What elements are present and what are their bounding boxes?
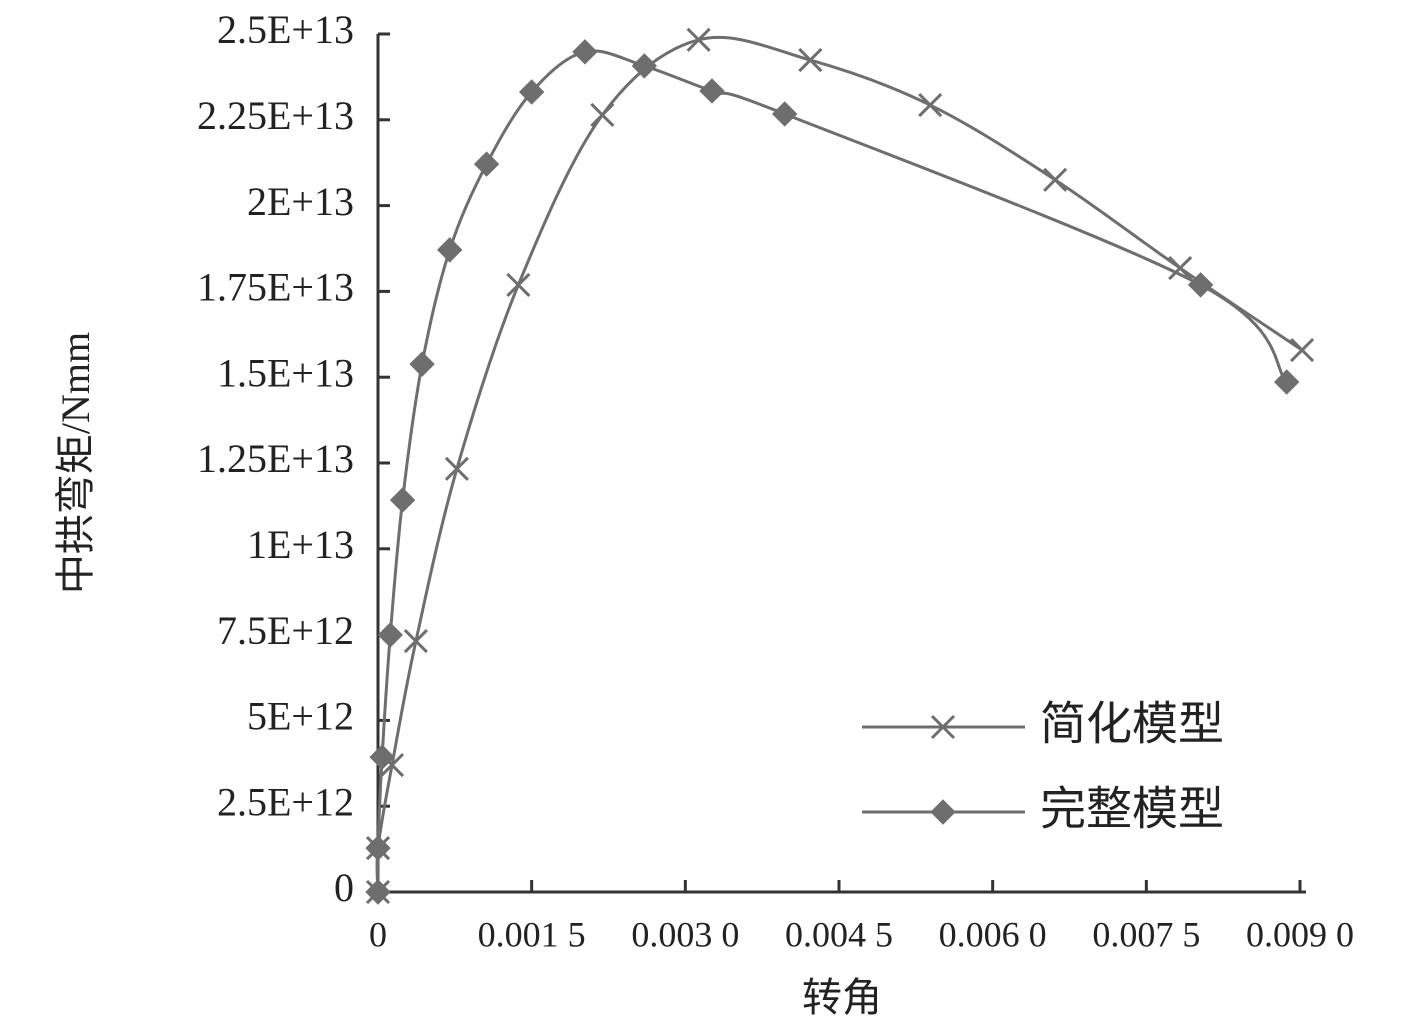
legend-label: 完整模型 bbox=[1040, 784, 1224, 835]
marker bbox=[699, 78, 725, 104]
y-tick-label: 1.25E+13 bbox=[197, 436, 354, 481]
marker bbox=[1168, 256, 1193, 281]
x-axis-label: 转角 bbox=[802, 975, 882, 1020]
x-tick-label: 0.003 0 bbox=[631, 914, 739, 954]
y-tick-label: 2.5E+12 bbox=[217, 779, 354, 824]
y-tick-label: 1E+13 bbox=[247, 522, 354, 567]
marker bbox=[409, 351, 435, 377]
marker bbox=[377, 622, 404, 648]
marker bbox=[506, 272, 531, 297]
y-tick-label: 1.75E+13 bbox=[197, 265, 354, 310]
marker bbox=[590, 102, 615, 128]
marker bbox=[473, 151, 500, 177]
legend-label: 简化模型 bbox=[1040, 699, 1224, 750]
marker bbox=[369, 744, 395, 770]
x-tick-label: 0 bbox=[369, 914, 387, 954]
y-axis-label: 中拱弯矩/Nmm bbox=[53, 332, 98, 594]
marker bbox=[771, 101, 798, 127]
x-tick-label: 0.007 5 bbox=[1092, 914, 1200, 954]
marker bbox=[798, 48, 823, 73]
x-tick-label: 0.004 5 bbox=[785, 914, 893, 954]
x-tick-label: 0.001 5 bbox=[478, 914, 586, 954]
marker bbox=[518, 79, 545, 105]
y-tick-label: 5E+12 bbox=[247, 694, 354, 739]
x-tick-label: 0.006 0 bbox=[939, 914, 1047, 954]
marker bbox=[365, 835, 391, 861]
marker bbox=[403, 629, 428, 654]
legend-marker bbox=[930, 799, 956, 825]
y-tick-label: 1.5E+13 bbox=[217, 350, 354, 395]
marker bbox=[631, 53, 658, 79]
marker bbox=[572, 39, 598, 65]
marker bbox=[365, 879, 391, 905]
marker bbox=[686, 27, 711, 52]
x-tick-label: 0.009 0 bbox=[1246, 914, 1354, 954]
marker bbox=[1273, 369, 1300, 395]
y-tick-label: 0 bbox=[334, 865, 354, 910]
marker bbox=[437, 237, 463, 263]
marker bbox=[1043, 167, 1068, 192]
series-line bbox=[376, 49, 1288, 893]
marker bbox=[918, 92, 943, 118]
marker bbox=[389, 487, 416, 513]
marker bbox=[444, 456, 469, 481]
marker bbox=[1187, 272, 1214, 298]
y-tick-label: 2.5E+13 bbox=[217, 7, 354, 52]
y-tick-label: 7.5E+12 bbox=[217, 608, 354, 653]
y-tick-label: 2E+13 bbox=[247, 179, 354, 224]
marker bbox=[1289, 338, 1315, 363]
series-line bbox=[375, 35, 1303, 893]
y-tick-label: 2.25E+13 bbox=[197, 93, 354, 138]
legend-marker bbox=[930, 714, 956, 740]
